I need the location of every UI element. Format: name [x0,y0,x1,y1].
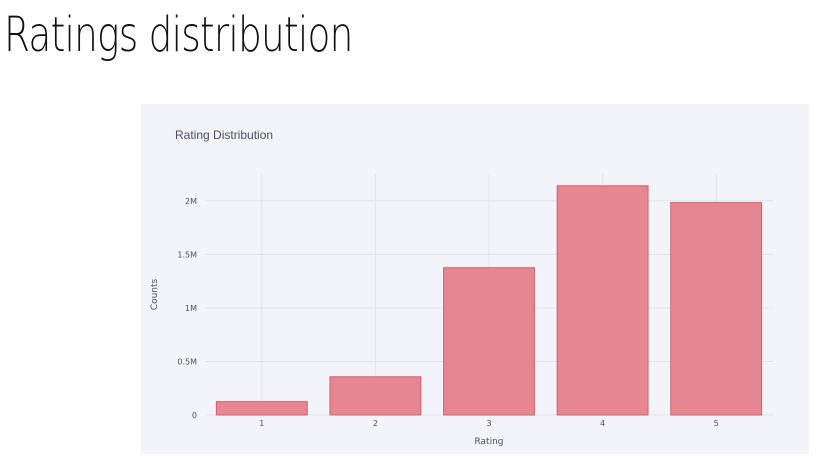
x-tick-label: 1 [259,419,264,428]
bar-rating-2 [329,376,422,416]
bar-rating-1 [215,401,308,416]
x-tick-label: 2 [373,419,378,428]
x-tick-label: 4 [600,419,605,428]
y-tick-label: 0 [192,411,197,420]
x-tick-label: 3 [486,419,491,428]
rating-distribution-chart: Rating Distribution 0 0.5M 1M 1.5M 2M 1 2 3 4 5 R… [141,104,809,454]
bar-rating-5 [670,202,763,416]
bar-rating-4 [556,185,649,416]
y-tick-label: 1.5M [177,250,197,259]
x-tick-label: 5 [714,419,719,428]
y-tick-label: 1M [185,304,197,313]
chart-svg: Rating Distribution 0 0.5M 1M 1.5M 2M 1 2 3 4 5 R… [150,128,773,447]
x-axis-label: Rating [474,437,503,447]
chart-title: Rating Distribution [175,128,273,142]
y-axis-label: Counts [150,278,160,310]
bar-layer [215,185,763,416]
y-tick-label: 0.5M [177,357,197,366]
y-tick-label: 2M [185,197,197,206]
tick-layer: 0 0.5M 1M 1.5M 2M 1 2 3 4 5 [177,197,718,428]
bar-rating-3 [443,267,535,416]
page-heading: Ratings distribution [4,7,353,63]
